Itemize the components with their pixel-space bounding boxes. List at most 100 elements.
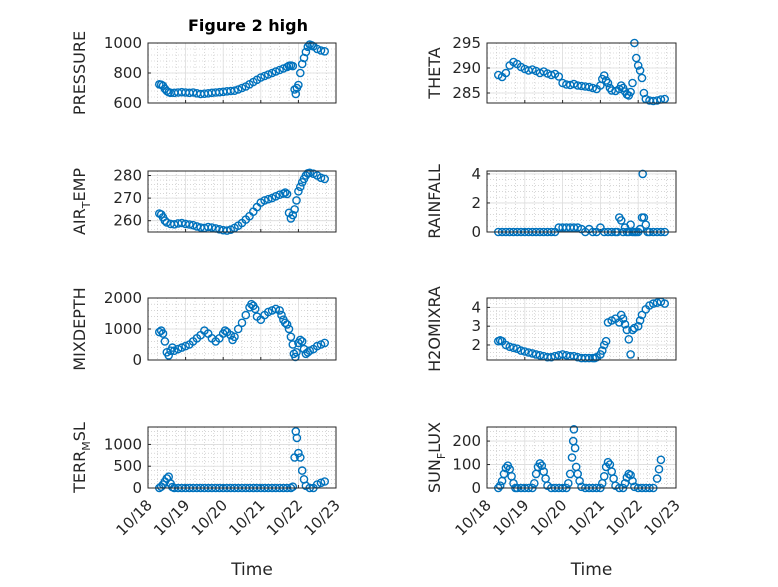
y-axis-label-main: MIXDEPTH xyxy=(70,287,89,370)
axes-frame xyxy=(486,426,677,489)
data-point xyxy=(320,338,330,348)
x-tick-label: 10/20 xyxy=(188,496,231,539)
data-point xyxy=(495,481,505,491)
data-point xyxy=(320,47,330,56)
data-point xyxy=(524,348,533,357)
y-axis-label-main: TERR xyxy=(70,451,89,494)
data-point xyxy=(537,461,547,471)
data-point xyxy=(599,71,609,80)
data-point xyxy=(603,457,613,467)
data-point xyxy=(554,72,564,81)
data-point xyxy=(599,471,609,481)
data-point xyxy=(305,168,315,178)
data-point xyxy=(639,88,649,98)
series-markers xyxy=(154,168,330,235)
data-point xyxy=(177,343,187,352)
data-point xyxy=(501,68,511,78)
y-axis-label-tail: EMP xyxy=(70,168,89,202)
data-point xyxy=(294,448,303,458)
series-markers xyxy=(493,297,670,363)
data-point xyxy=(301,47,311,57)
data-point xyxy=(635,316,645,325)
y-tick-label: 800 xyxy=(113,64,142,82)
x-tick-label: 10/22 xyxy=(263,496,306,539)
subplot-air_temp: 260 270 280 AIRTEMP xyxy=(70,167,337,235)
data-point xyxy=(280,188,290,197)
y-axis-label: MIXDEPTH xyxy=(70,287,89,370)
y-tick-label: 1000 xyxy=(104,34,142,52)
data-point xyxy=(620,478,630,488)
y-tick-label: 2000 xyxy=(104,289,142,307)
data-point xyxy=(535,459,545,468)
axes-frame xyxy=(147,42,337,104)
y-tick-label: 200 xyxy=(452,432,481,450)
data-point xyxy=(626,350,635,359)
series-markers xyxy=(154,299,330,362)
subplot-theta: 285 290 295 THETA xyxy=(425,34,677,106)
data-point xyxy=(567,453,577,462)
data-point xyxy=(230,86,239,95)
y-axis-label-subscript: F xyxy=(435,453,448,459)
data-point xyxy=(601,76,611,85)
data-point xyxy=(616,216,626,225)
data-point xyxy=(635,66,645,75)
data-point xyxy=(286,332,296,342)
data-point xyxy=(263,194,273,204)
data-point xyxy=(656,455,666,465)
y-tick-label: 295 xyxy=(452,34,481,52)
data-point xyxy=(295,182,305,192)
subplot-terr_msl: 0 500 1000 TERRMSL 10/1810/1910/2010/2110/22… xyxy=(70,422,344,580)
x-tick-label: 10/22 xyxy=(603,496,646,539)
data-point xyxy=(295,335,305,345)
data-point xyxy=(288,61,298,71)
data-point xyxy=(185,220,194,229)
y-tick-label: 0 xyxy=(132,479,142,497)
y-axis-label-subscript: T xyxy=(80,201,93,209)
data-point xyxy=(558,78,567,88)
data-point xyxy=(295,453,305,462)
data-point xyxy=(628,476,637,486)
data-point xyxy=(299,53,309,63)
data-point xyxy=(292,196,301,205)
data-point xyxy=(160,337,170,346)
y-axis-label-tail: LUX xyxy=(425,422,444,453)
axes-frame xyxy=(486,170,677,233)
data-point xyxy=(158,329,168,338)
y-axis-label-main: AIR xyxy=(70,208,89,235)
y-tick-label: 270 xyxy=(113,189,142,207)
data-point xyxy=(573,223,583,232)
data-point xyxy=(501,463,511,473)
y-tick-label: 3 xyxy=(471,317,481,335)
data-point xyxy=(626,87,635,97)
y-axis-label: PRESSURE xyxy=(70,31,89,115)
data-point xyxy=(275,65,284,75)
x-tick-label: 10/21 xyxy=(565,496,608,539)
data-point xyxy=(316,173,326,183)
data-point xyxy=(291,89,301,99)
y-tick-label: 2 xyxy=(471,336,481,354)
data-point xyxy=(598,346,607,355)
data-point xyxy=(520,347,530,356)
data-point xyxy=(233,85,243,94)
y-tick-label: 0 xyxy=(471,479,481,497)
data-point xyxy=(635,224,645,234)
y-tick-label: 0 xyxy=(132,351,142,369)
data-point xyxy=(284,324,294,334)
series-markers xyxy=(493,38,670,106)
data-point xyxy=(297,337,307,346)
x-tick-label: 10/23 xyxy=(641,496,684,539)
y-axis-label: SUNFLUX xyxy=(425,422,448,493)
data-point xyxy=(509,343,518,353)
data-point xyxy=(547,352,556,362)
data-point xyxy=(626,470,635,480)
x-tick-label: 10/18 xyxy=(113,496,156,539)
data-point xyxy=(505,342,515,352)
data-point xyxy=(628,78,637,88)
data-point xyxy=(624,334,634,344)
y-axis-label: AIRTEMP xyxy=(70,168,93,235)
data-point xyxy=(188,220,198,230)
data-point xyxy=(260,196,269,205)
data-point xyxy=(620,319,630,329)
y-axis-label-main: H2OMIXRA xyxy=(425,286,444,372)
